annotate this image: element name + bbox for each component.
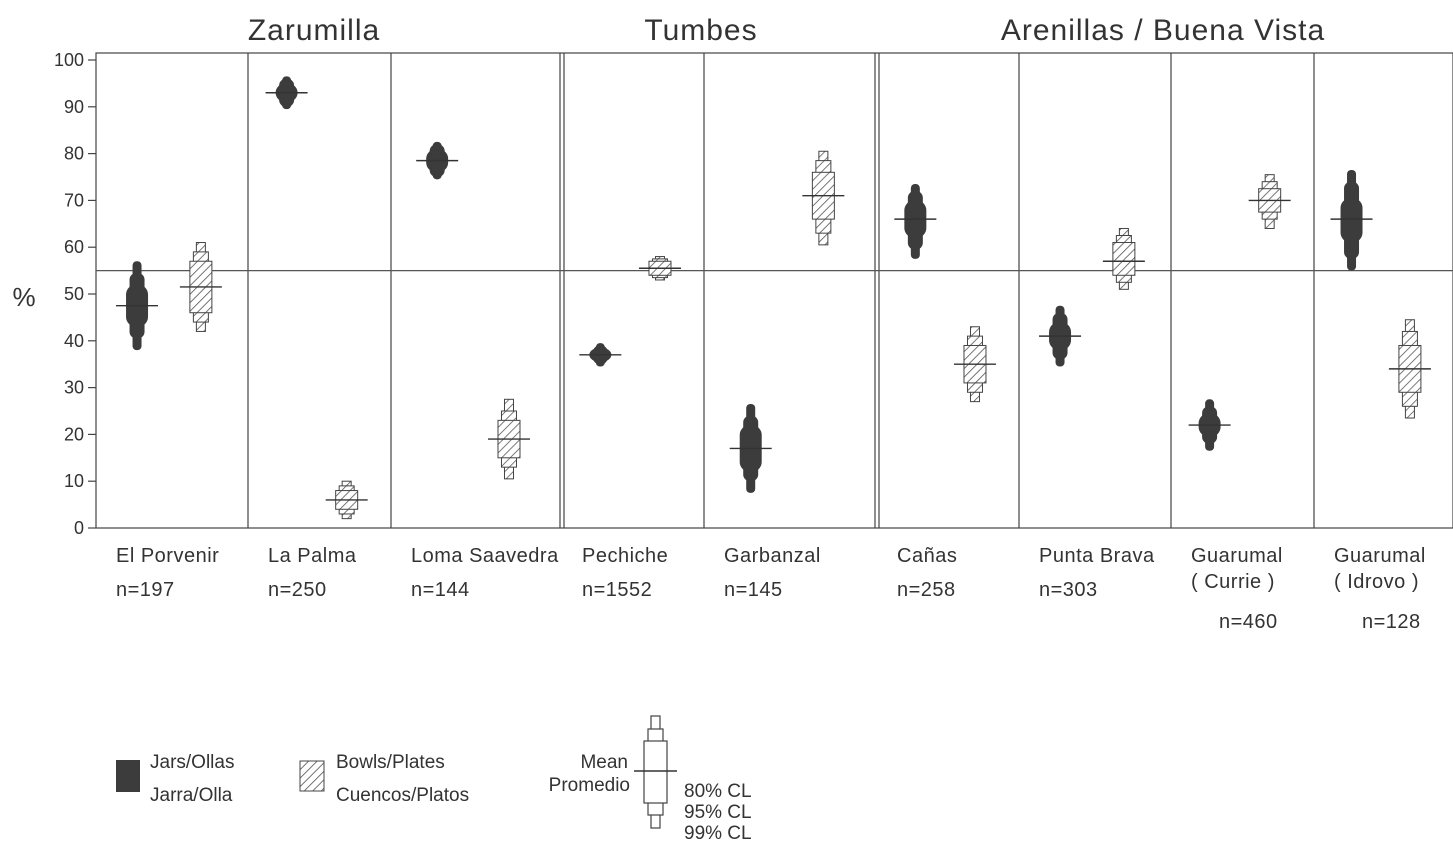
bowls-ci-glyph <box>638 256 681 281</box>
site-label: El Porvenir <box>116 545 219 567</box>
jars-ci-glyph <box>1188 399 1231 451</box>
legend-ci-glyph <box>634 715 677 829</box>
y-tick-label: 40 <box>64 331 84 351</box>
y-tick-label: 0 <box>74 518 84 538</box>
jars-ci-glyph <box>729 403 772 493</box>
y-tick-label: 90 <box>64 97 84 117</box>
jars-ci-glyph <box>116 261 159 351</box>
y-tick-label: 10 <box>64 471 84 491</box>
bowls-ci-glyph <box>325 480 368 520</box>
y-axis: 0 10 20 30 40 50 60 70 80 90 100 <box>54 50 96 538</box>
site-label: Loma Saavedra <box>411 545 559 567</box>
site-label-sub: ( Idrovo ) <box>1334 571 1419 593</box>
legend-cl95: 95% CL <box>684 802 752 823</box>
bowls-ci-glyph <box>179 242 222 332</box>
bowls-ci-glyph <box>1102 227 1145 290</box>
legend-cl80: 80% CL <box>684 781 752 802</box>
plot-frame <box>95 52 1453 529</box>
legend-mean-en: Mean <box>580 752 628 773</box>
legend: Jars/Ollas Jarra/Olla Bowls/Plates Cuenc… <box>116 715 752 844</box>
site-label: Cañas <box>897 545 957 567</box>
data-marks <box>116 76 1431 520</box>
y-tick-label: 20 <box>64 424 84 444</box>
bowls-ci-glyph <box>802 150 845 246</box>
column-separators <box>247 53 1315 528</box>
site-label: Pechiche <box>582 545 668 567</box>
jars-ci80-bar <box>1340 198 1363 243</box>
legend-cl99: 99% CL <box>684 823 752 844</box>
legend-jars-es: Jarra/Olla <box>150 785 233 806</box>
legend-bowls-en: Bowls/Plates <box>336 752 445 773</box>
site-n-label: n=250 <box>268 579 327 601</box>
y-tick-label: 50 <box>64 284 84 304</box>
region-title-arenillas: Arenillas / Buena Vista <box>1001 14 1325 47</box>
site-n-label: n=197 <box>116 579 175 601</box>
jars-ci-glyph <box>265 76 308 110</box>
site-label: Punta Brava <box>1039 545 1155 567</box>
site-label-sub: ( Currie ) <box>1191 571 1275 593</box>
jars-ci-glyph <box>1039 305 1082 367</box>
legend-bowls-swatch <box>299 760 325 792</box>
site-n-label: n=258 <box>897 579 956 601</box>
jars-ci-glyph <box>894 184 937 259</box>
bowls-ci-glyph <box>1248 174 1291 229</box>
region-title-tumbes: Tumbes <box>644 14 757 47</box>
jars-ci-glyph <box>1330 169 1373 271</box>
y-tick-label: 70 <box>64 190 84 210</box>
site-labels: El Porvenir n=197 La Palma n=250 Loma Saaved… <box>116 545 1426 633</box>
y-tick-label: 60 <box>64 237 84 257</box>
legend-jars-swatch <box>116 760 140 792</box>
legend-bowls-es: Cuencos/Platos <box>336 785 469 806</box>
y-tick-label: 30 <box>64 378 84 398</box>
site-n-label: n=145 <box>724 579 783 601</box>
bowls-ci-glyph <box>953 326 996 403</box>
site-label: La Palma <box>268 545 357 567</box>
site-n-label: n=144 <box>411 579 470 601</box>
site-label: Garbanzal <box>724 545 821 567</box>
site-label: Guarumal <box>1334 545 1426 567</box>
site-n-label: n=128 <box>1362 611 1421 633</box>
site-label: Guarumal <box>1191 545 1283 567</box>
site-n-label: n=303 <box>1039 579 1098 601</box>
y-axis-label: % <box>12 282 35 312</box>
bowls-ci-glyph <box>1388 319 1431 419</box>
bowls-ci80-bar <box>1112 242 1136 276</box>
legend-mean-es: Promedio <box>549 775 630 796</box>
site-n-label: n=460 <box>1219 611 1278 633</box>
y-tick-label: 80 <box>64 144 84 164</box>
legend-jars-en: Jars/Ollas <box>150 752 234 773</box>
region-title-zarumilla: Zarumilla <box>248 14 380 47</box>
y-tick-label: 100 <box>54 50 84 70</box>
site-n-label: n=1552 <box>582 579 652 601</box>
bowls-ci-glyph <box>487 398 530 480</box>
jars-ci-glyph <box>579 343 622 367</box>
jars-ci-glyph <box>416 141 459 180</box>
